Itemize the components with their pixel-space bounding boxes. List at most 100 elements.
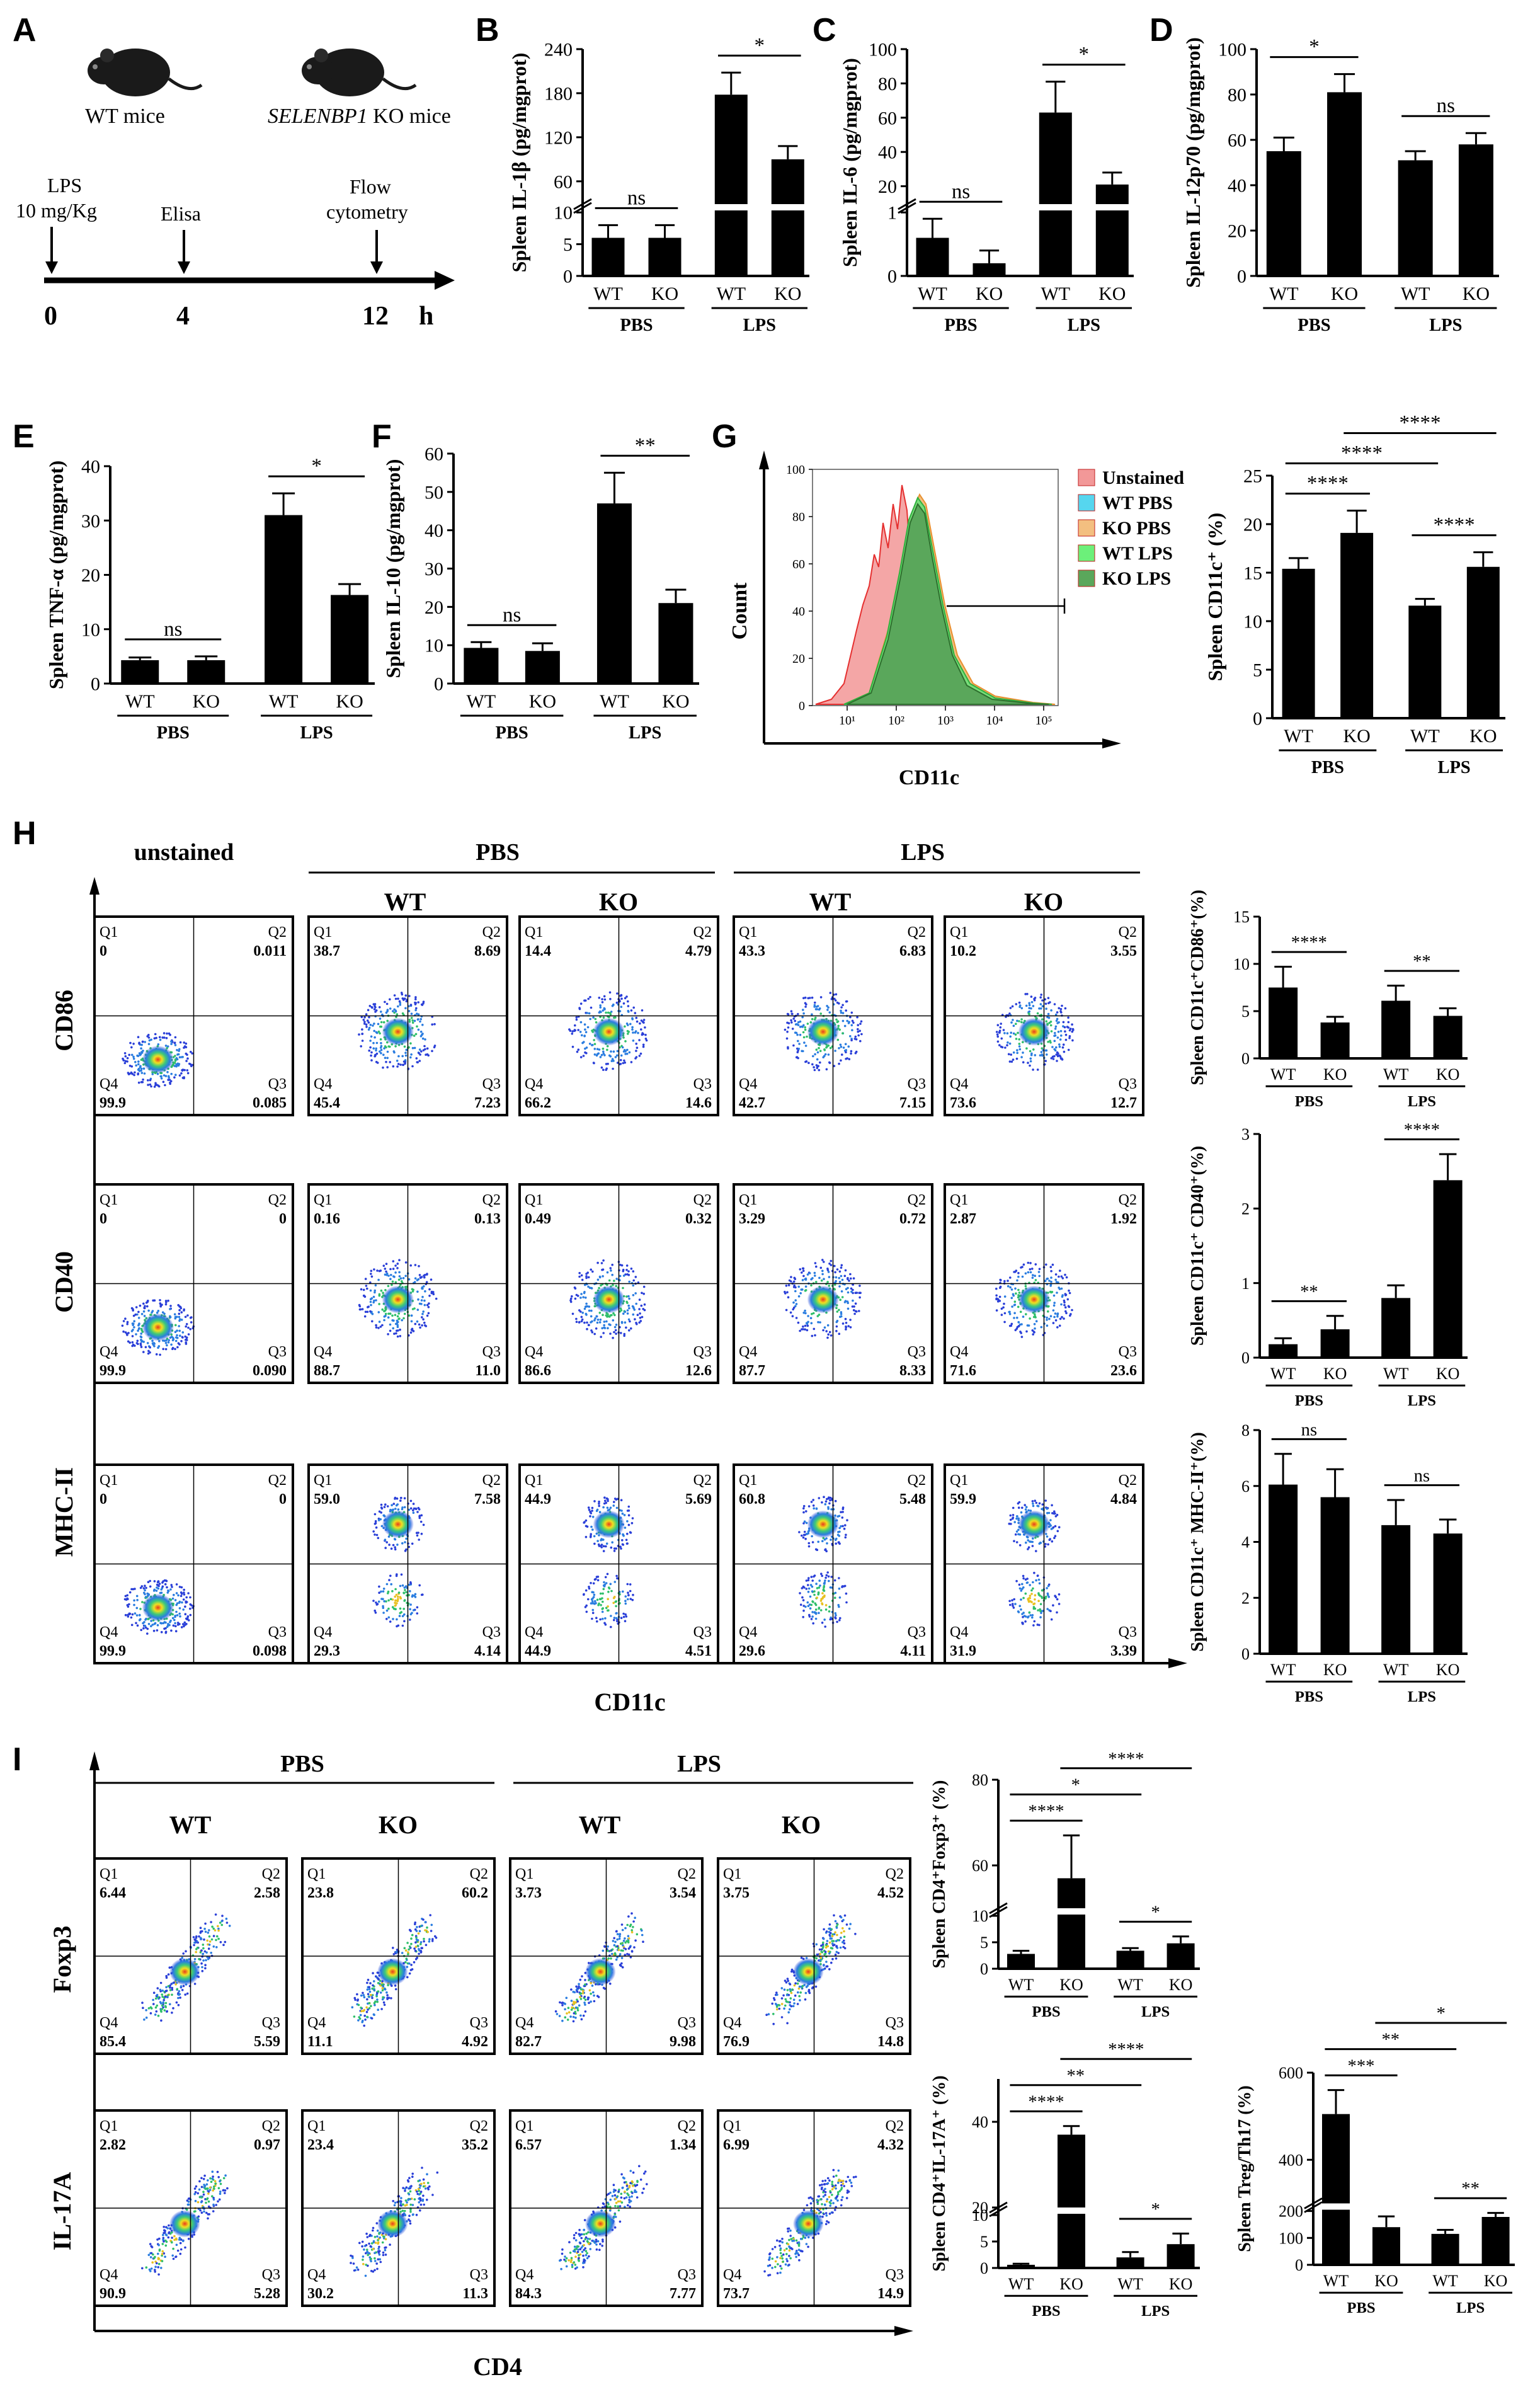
i-col-wt-lps: WT bbox=[579, 1811, 621, 1839]
flow-event bbox=[217, 1925, 219, 1928]
bar bbox=[1327, 92, 1362, 276]
axis-break bbox=[989, 1906, 1008, 1918]
y-axis-label: Spleen IL-10 (pg/mgprot) bbox=[382, 459, 404, 679]
flow-event bbox=[857, 1034, 860, 1037]
flow-event bbox=[419, 1020, 421, 1023]
flow-event bbox=[626, 1302, 629, 1304]
flow-event bbox=[598, 1048, 601, 1051]
flow-event bbox=[1015, 1292, 1017, 1295]
legend-swatch bbox=[1078, 544, 1095, 562]
flow-event bbox=[807, 1579, 810, 1582]
flow-event bbox=[605, 1314, 608, 1317]
flow-event bbox=[378, 1585, 380, 1588]
flow-event bbox=[1014, 1329, 1017, 1332]
flow-event bbox=[609, 1013, 612, 1016]
flow-event bbox=[632, 1313, 635, 1316]
flow-event bbox=[145, 2016, 148, 2019]
flow-event bbox=[391, 1314, 394, 1317]
flow-event bbox=[408, 1583, 411, 1586]
flow-event bbox=[605, 1067, 608, 1070]
flow-event bbox=[626, 1029, 629, 1033]
bar bbox=[916, 238, 949, 276]
flow-event bbox=[423, 1299, 426, 1302]
flow-event bbox=[593, 1593, 596, 1596]
flow-event bbox=[802, 1511, 805, 1514]
flow-event bbox=[851, 1019, 854, 1022]
flow-event bbox=[373, 1008, 376, 1011]
x-tick-label: KO bbox=[193, 691, 220, 712]
quadrant-q2-label: Q2 bbox=[262, 1866, 280, 1882]
x-tick-label: KO bbox=[1463, 283, 1490, 304]
flow-event bbox=[157, 1587, 160, 1590]
flow-event bbox=[850, 1277, 852, 1280]
flow-event bbox=[369, 1310, 372, 1313]
time-unit: h bbox=[419, 302, 433, 331]
flow-event bbox=[609, 998, 612, 1000]
quadrant-q1-label: Q1 bbox=[525, 1472, 543, 1489]
flow-event bbox=[613, 1501, 615, 1503]
flow-event bbox=[1034, 1327, 1036, 1330]
significance-label: ** bbox=[1461, 2179, 1480, 2199]
x-tick-label: KO bbox=[1436, 1065, 1460, 1084]
flow-event bbox=[161, 2008, 164, 2010]
flow-event bbox=[836, 1020, 840, 1023]
flow-event bbox=[1062, 1021, 1065, 1024]
flow-event bbox=[139, 1586, 142, 1589]
flow-event bbox=[138, 1323, 140, 1326]
significance-label: **** bbox=[1307, 472, 1349, 495]
flow-event bbox=[602, 1052, 605, 1055]
flow-event bbox=[585, 1610, 588, 1613]
flow-event bbox=[202, 1952, 204, 1955]
flow-event bbox=[815, 1064, 818, 1067]
flow-event bbox=[586, 1327, 588, 1331]
flow-event bbox=[1071, 1039, 1074, 1042]
flow-event bbox=[1022, 1596, 1025, 1600]
flow-event bbox=[123, 1062, 127, 1065]
flow-event bbox=[601, 1538, 604, 1541]
significance-label: **** bbox=[1434, 514, 1475, 537]
flow-event bbox=[996, 1298, 999, 1300]
significance-label: ** bbox=[1382, 2030, 1400, 2050]
quadrant-q2-value: 8.69 bbox=[474, 943, 501, 959]
flow-event bbox=[810, 1322, 813, 1325]
flow-event bbox=[579, 1056, 583, 1058]
flow-event bbox=[1025, 1047, 1028, 1050]
flow-event bbox=[784, 1290, 786, 1293]
flow-event bbox=[804, 1309, 806, 1312]
significance-label: * bbox=[1151, 2200, 1160, 2219]
flow-event bbox=[821, 1540, 824, 1542]
x-tick-label: WT bbox=[1432, 2272, 1458, 2290]
flow-event bbox=[1033, 1602, 1036, 1605]
flow-event bbox=[811, 1334, 814, 1337]
flow-event bbox=[824, 1579, 826, 1582]
flow-event bbox=[998, 1044, 1001, 1046]
x-tick-label: WT bbox=[1410, 726, 1440, 747]
flow-event bbox=[612, 1067, 614, 1070]
flow-event bbox=[639, 1022, 641, 1025]
quadrant-q4-label: Q4 bbox=[100, 2015, 118, 2031]
flow-event bbox=[160, 1588, 163, 1591]
quadrant-q2-value: 0.13 bbox=[474, 1211, 501, 1227]
flow-event bbox=[396, 1065, 399, 1068]
flow-event bbox=[1009, 1286, 1012, 1289]
flow-event bbox=[796, 1033, 799, 1036]
flow-event bbox=[174, 1983, 177, 1986]
flow-event bbox=[1033, 1323, 1036, 1326]
flow-event bbox=[161, 1995, 164, 1998]
flow-event bbox=[389, 1007, 392, 1010]
significance-label: **** bbox=[1291, 933, 1327, 953]
y-axis-label: Spleen TNF-α (pg/mgprot) bbox=[45, 461, 67, 689]
flow-event bbox=[185, 1596, 188, 1599]
x-tick-label: KO bbox=[1343, 726, 1370, 747]
flow-event bbox=[639, 1320, 642, 1322]
flow-event bbox=[1049, 1266, 1052, 1268]
flow-event bbox=[797, 1012, 799, 1016]
flow-event bbox=[818, 1586, 821, 1589]
flow-event bbox=[624, 1025, 626, 1028]
flow-event bbox=[604, 1499, 607, 1502]
flow-event bbox=[1022, 1051, 1024, 1054]
bar bbox=[1007, 1954, 1035, 1969]
flow-event bbox=[635, 1016, 638, 1019]
